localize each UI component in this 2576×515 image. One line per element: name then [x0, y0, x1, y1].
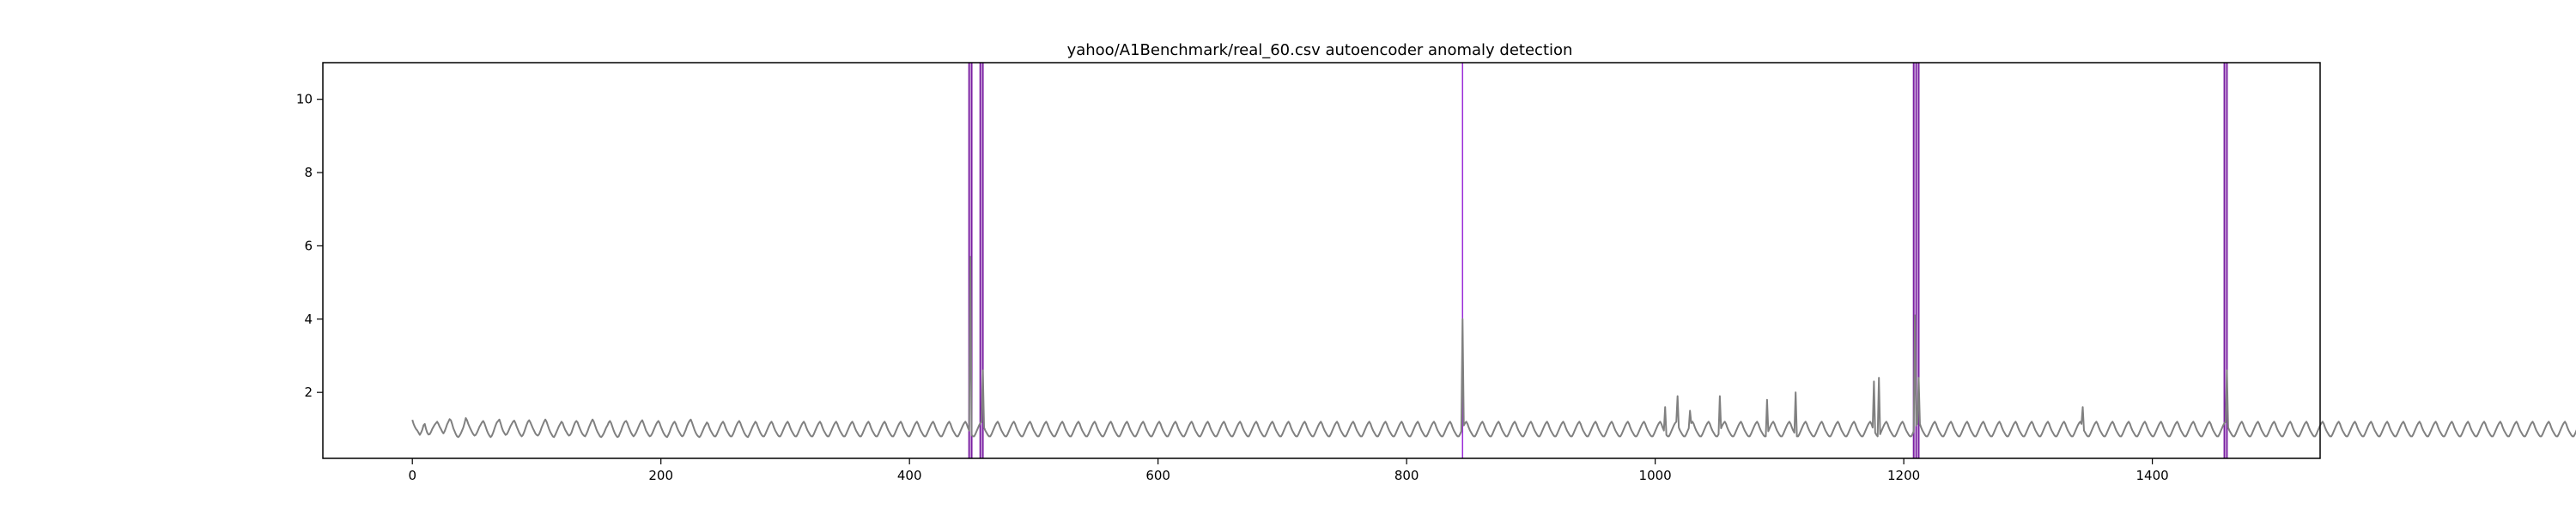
x-tick-label: 600	[1145, 468, 1170, 483]
y-tick-label: 4	[304, 312, 313, 327]
series-layer	[411, 256, 2576, 439]
x-axis: 0 200 400 600 800 1000 1200 1400	[408, 458, 2169, 483]
x-tick-label: 1000	[1639, 468, 1672, 483]
series-line	[411, 256, 2576, 439]
x-tick-label: 400	[897, 468, 922, 483]
y-tick-label: 6	[304, 238, 313, 253]
x-tick-label: 1200	[1887, 468, 1920, 483]
y-tick-label: 2	[304, 385, 313, 400]
x-tick-label: 0	[408, 468, 416, 483]
y-tick-label: 8	[304, 165, 313, 180]
y-axis: 2 4 6 8 10	[296, 92, 323, 400]
x-tick-label: 800	[1394, 468, 1419, 483]
x-tick-label: 200	[648, 468, 673, 483]
y-tick-label: 10	[296, 92, 313, 107]
x-tick-label: 1400	[2136, 468, 2169, 483]
chart-title: yahoo/A1Benchmark/real_60.csv autoencode…	[1067, 41, 1573, 59]
plot-area-frame	[322, 62, 2321, 459]
